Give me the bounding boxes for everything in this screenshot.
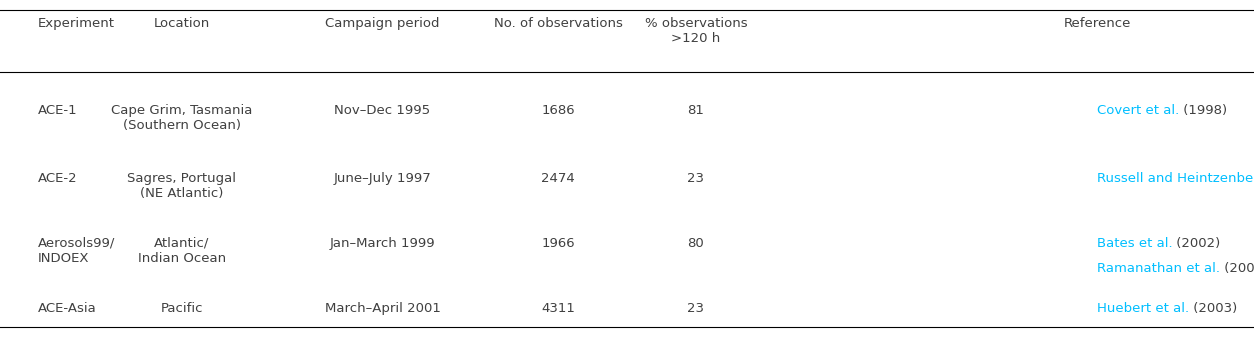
Text: 81: 81 [687,104,705,117]
Text: Ramanathan et al.: Ramanathan et al. [1097,262,1220,275]
Text: 1686: 1686 [542,104,574,117]
Text: Campaign period: Campaign period [325,17,440,30]
Text: 2474: 2474 [542,172,574,185]
Text: Cape Grim, Tasmania
(Southern Ocean): Cape Grim, Tasmania (Southern Ocean) [112,104,252,132]
Text: Bates et al.: Bates et al. [1097,237,1172,250]
Text: Sagres, Portugal
(NE Atlantic): Sagres, Portugal (NE Atlantic) [128,172,236,200]
Text: Location: Location [154,17,209,30]
Text: % observations
>120 h: % observations >120 h [645,17,747,45]
Text: Experiment: Experiment [38,17,114,30]
Text: ACE-Asia: ACE-Asia [38,302,97,315]
Text: Russell and Heintzenberg: Russell and Heintzenberg [1097,172,1254,185]
Text: 1966: 1966 [542,237,574,250]
Text: June–July 1997: June–July 1997 [334,172,431,185]
Text: 4311: 4311 [540,302,576,315]
Text: 23: 23 [687,172,705,185]
Text: 23: 23 [687,302,705,315]
Text: Aerosols99/
INDOEX: Aerosols99/ INDOEX [38,237,115,265]
Text: March–April 2001: March–April 2001 [325,302,440,315]
Text: ACE-2: ACE-2 [38,172,78,185]
Text: Pacific: Pacific [161,302,203,315]
Text: (2003): (2003) [1189,302,1238,315]
Text: Atlantic/
Indian Ocean: Atlantic/ Indian Ocean [138,237,226,265]
Text: (2001): (2001) [1220,262,1254,275]
Text: ACE-1: ACE-1 [38,104,78,117]
Text: Reference: Reference [1063,17,1131,30]
Text: Covert et al.: Covert et al. [1097,104,1179,117]
Text: Huebert et al.: Huebert et al. [1097,302,1189,315]
Text: No. of observations: No. of observations [494,17,622,30]
Text: (2002): (2002) [1172,237,1220,250]
Text: (1998): (1998) [1179,104,1228,117]
Text: 80: 80 [687,237,705,250]
Text: Jan–March 1999: Jan–March 1999 [330,237,435,250]
Text: Nov–Dec 1995: Nov–Dec 1995 [335,104,430,117]
